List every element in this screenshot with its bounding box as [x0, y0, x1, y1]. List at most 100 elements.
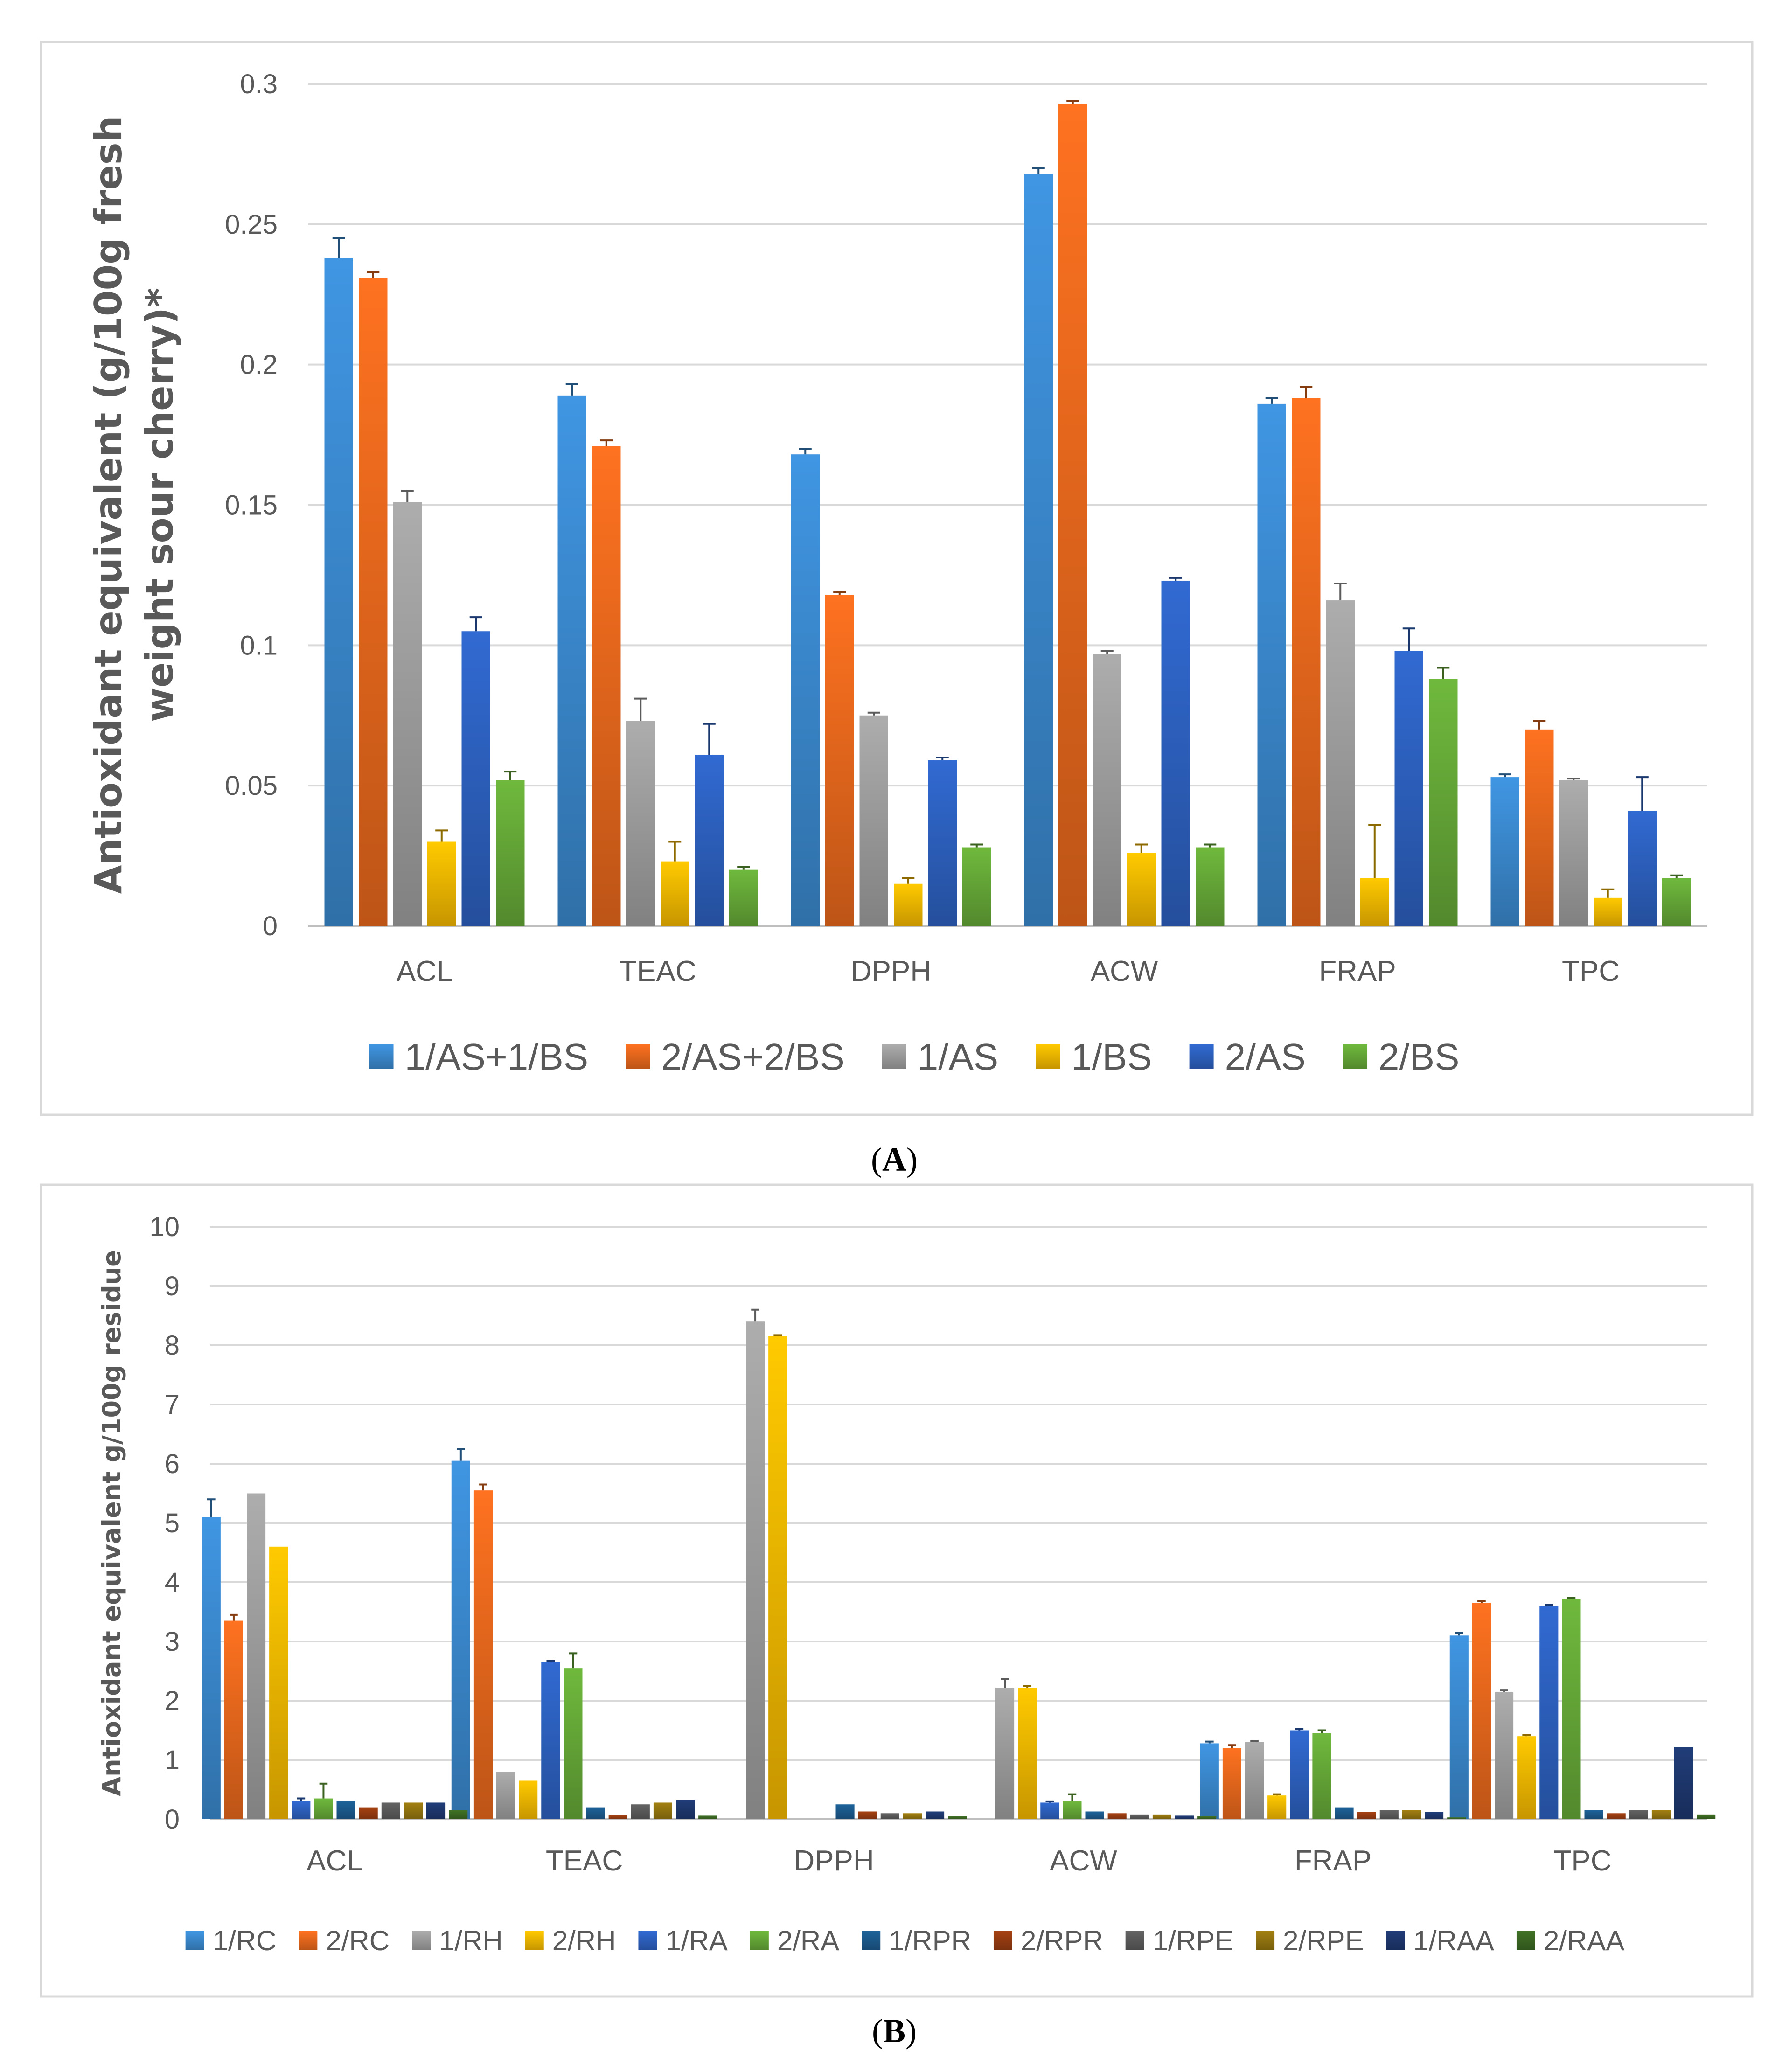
bar [427, 841, 456, 926]
panel-label-a-letter: A [882, 1141, 906, 1178]
legend-label: 1/RPE [1153, 1925, 1233, 1956]
legend-swatch [750, 1931, 769, 1950]
category-label: ACL [397, 955, 453, 987]
bar [1472, 1603, 1491, 1819]
bar [1197, 1816, 1217, 1819]
bar [1196, 847, 1225, 926]
bar [359, 1807, 378, 1819]
legend-label: 2/RAA [1544, 1925, 1624, 1956]
bar [1651, 1810, 1671, 1819]
legend-swatch [1256, 1931, 1275, 1950]
legend-label: 1/RA [665, 1925, 727, 1956]
bar [825, 595, 854, 926]
bar [1594, 897, 1622, 926]
bar [746, 1321, 765, 1819]
bar [1379, 1810, 1399, 1819]
bar [1267, 1795, 1287, 1819]
bar [676, 1800, 695, 1819]
legend-swatch [299, 1931, 318, 1950]
y-tick-label: 3 [165, 1627, 180, 1657]
category-label: FRAP [1295, 1845, 1371, 1877]
y-tick-label: 5 [165, 1508, 180, 1538]
chart-a-frame [40, 41, 1754, 1116]
category-label: ACW [1050, 1845, 1117, 1877]
bar [1085, 1811, 1104, 1819]
bar [1425, 1812, 1444, 1819]
y-tick-label: 0.2 [240, 350, 278, 380]
bar [1292, 398, 1321, 926]
bar [1040, 1802, 1059, 1819]
bar [631, 1804, 650, 1819]
bar [224, 1620, 243, 1819]
bar [1447, 1817, 1466, 1819]
category-label: TEAC [619, 955, 696, 987]
chart-b: 0 1 2 3 4 5 6 7 8 9 10 ACL TEAC DPPH ACW FRAP TPC Antioxi… [97, 1212, 1716, 1956]
bar [903, 1813, 922, 1819]
y-axis-title: weight sour cherry)* [138, 288, 181, 722]
bar [592, 446, 621, 926]
panel-label-a: (A) [871, 1141, 918, 1178]
bar [1490, 777, 1519, 926]
legend-label: 1/RH [439, 1925, 503, 1956]
legend-label: 2/RPR [1021, 1925, 1103, 1956]
bar [359, 278, 388, 926]
legend-label: 1/RAA [1413, 1925, 1494, 1956]
bar [473, 1490, 493, 1819]
bar [768, 1336, 787, 1819]
legend-swatch [1386, 1931, 1405, 1950]
bar [1607, 1813, 1626, 1819]
legend-label: 1/RC [213, 1925, 277, 1956]
bar [393, 502, 422, 926]
bar [1130, 1814, 1149, 1819]
legend-swatch [1189, 1044, 1214, 1069]
bar [404, 1802, 423, 1819]
bar [880, 1813, 899, 1819]
y-tick-label: 0.15 [225, 490, 278, 521]
bar [426, 1802, 446, 1819]
category-label: ACW [1091, 955, 1158, 987]
bar [557, 395, 586, 926]
category-label: TEAC [546, 1845, 623, 1877]
bar [1517, 1736, 1536, 1819]
bar [995, 1688, 1015, 1819]
panel-label-b-letter: B [883, 2012, 905, 2050]
bar [1539, 1606, 1559, 1819]
bar [586, 1807, 605, 1819]
bar [1245, 1742, 1264, 1819]
y-tick-label: 0 [263, 911, 278, 941]
bar [1200, 1743, 1219, 1819]
bar [962, 847, 991, 926]
bar [1161, 580, 1190, 926]
bar [1357, 1812, 1376, 1819]
bar [449, 1810, 468, 1819]
category-label: TPC [1554, 1845, 1612, 1877]
bar [1335, 1807, 1354, 1819]
y-tick-label: 0.25 [225, 209, 278, 240]
bar [1024, 174, 1053, 926]
chart-b-frame [40, 1183, 1754, 1998]
bar [1584, 1810, 1603, 1819]
bar [1449, 1635, 1469, 1819]
bar [451, 1460, 470, 1819]
bar [1152, 1814, 1171, 1819]
category-label: FRAP [1319, 955, 1396, 987]
legend-swatch [1516, 1931, 1535, 1950]
y-tick-label: 8 [165, 1330, 180, 1361]
bar [1674, 1747, 1693, 1819]
bar [1495, 1691, 1514, 1819]
bar [496, 780, 525, 926]
legend-swatch [525, 1931, 544, 1950]
bar [1697, 1814, 1716, 1819]
bar [1175, 1815, 1194, 1819]
legend-label: 2/BS [1378, 1036, 1459, 1078]
category-label: DPPH [851, 955, 931, 987]
y-tick-label: 9 [165, 1271, 180, 1301]
y-tick-label: 0 [165, 1804, 180, 1835]
bar [1429, 679, 1458, 926]
legend-label: 1/AS+1/BS [405, 1036, 589, 1078]
bar [653, 1802, 672, 1819]
bar [1360, 878, 1389, 926]
bar [202, 1517, 221, 1819]
bar [1525, 729, 1554, 926]
